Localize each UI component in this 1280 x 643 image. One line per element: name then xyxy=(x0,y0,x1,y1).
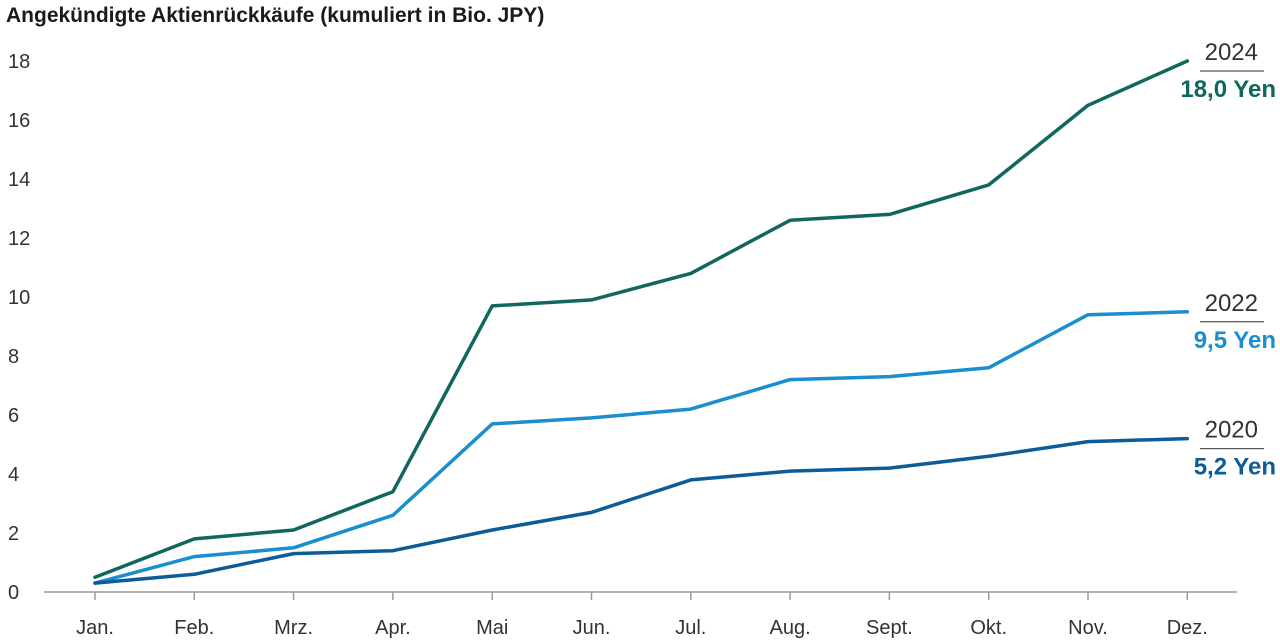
y-tick-label: 8 xyxy=(8,346,19,368)
x-tick-label: Jul. xyxy=(675,617,706,639)
series-end-labels: 2024 18,0 Yen 2022 9,5 Yen 2020 5,2 Yen xyxy=(1180,39,1276,481)
x-tick-label: Apr. xyxy=(375,617,411,639)
x-tick-label: Nov. xyxy=(1068,617,1108,639)
x-tick-label: Okt. xyxy=(970,617,1007,639)
x-tick-label: Aug. xyxy=(770,617,811,639)
y-tick-label: 18 xyxy=(8,51,30,73)
y-tick-label: 0 xyxy=(8,582,19,604)
y-tick-label: 12 xyxy=(8,228,30,250)
y-axis-ticks: 0 2 4 6 8 10 12 14 16 18 xyxy=(8,51,30,604)
series-value-label: 5,2 Yen xyxy=(1194,454,1276,481)
x-axis-ticks: Jan. Feb. Mrz. Apr. Mai Jun. Jul. Aug. Sept. Okt.… xyxy=(76,592,1208,639)
y-tick-label: 4 xyxy=(8,464,19,486)
y-tick-label: 10 xyxy=(8,287,30,309)
series-value-label: 9,5 Yen xyxy=(1194,327,1276,354)
x-tick-label: Sept. xyxy=(866,617,913,639)
y-tick-label: 14 xyxy=(8,169,30,191)
series-line-2024 xyxy=(93,59,1190,580)
x-tick-label: Jun. xyxy=(573,617,611,639)
series-line-2022 xyxy=(93,310,1190,585)
x-tick-label: Feb. xyxy=(174,617,214,639)
y-tick-label: 2 xyxy=(8,523,19,545)
x-tick-label: Dez. xyxy=(1167,617,1208,639)
y-tick-label: 6 xyxy=(8,405,19,427)
series-year-label: 2022 xyxy=(1205,290,1258,317)
series-lines xyxy=(93,59,1190,585)
x-tick-label: Jan. xyxy=(76,617,114,639)
x-tick-label: Mrz. xyxy=(274,617,313,639)
y-tick-label: 16 xyxy=(8,110,30,132)
series-year-label: 2024 xyxy=(1205,39,1258,66)
series-value-label: 18,0 Yen xyxy=(1180,76,1276,103)
series-year-label: 2020 xyxy=(1205,417,1258,444)
series-line-2020 xyxy=(93,436,1190,585)
chart-title: Angekündigte Aktienrückkäufe (kumuliert … xyxy=(6,4,545,27)
x-tick-label: Mai xyxy=(476,617,508,639)
